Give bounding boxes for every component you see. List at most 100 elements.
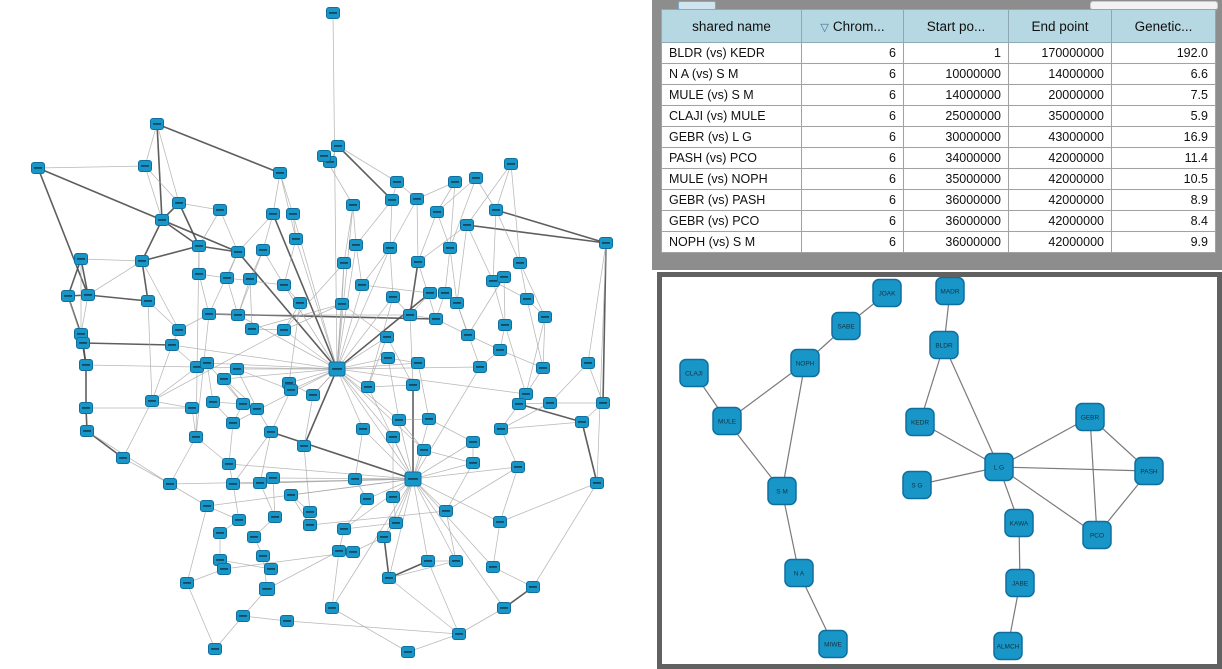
table-row[interactable]: CLAJI (vs) MULE 6 25000000 35000000 5.9 (661, 105, 1216, 127)
selected-network-canvas[interactable]: JOAK MADR SABE BLDR NOPH CLAJI MULE KEDR GEBR L G… (662, 277, 1217, 664)
network-edge (412, 366, 481, 480)
network-edge (412, 478, 501, 523)
network-edge (331, 550, 340, 609)
table-row[interactable]: GEBR (vs) PASH 6 36000000 42000000 8.9 (661, 189, 1216, 211)
network-edge (500, 421, 583, 430)
table-row[interactable]: GEBR (vs) L G 6 30000000 43000000 16.9 (661, 126, 1216, 148)
table-row[interactable]: MULE (vs) S M 6 14000000 20000000 7.5 (661, 84, 1216, 106)
network-edge (383, 536, 390, 579)
column-header-genetic[interactable]: Genetic... (1111, 9, 1216, 43)
column-header-chromosome[interactable]: ▽ Chrom... (801, 9, 904, 43)
column-label: End point (1031, 18, 1089, 34)
network-node-JOAK[interactable] (872, 278, 902, 308)
column-label: Chrom... (832, 18, 885, 34)
table-cell: GEBR (vs) PCO (661, 210, 802, 232)
table-row[interactable]: NOPH (vs) S M 6 36000000 42000000 9.9 (661, 231, 1216, 253)
table-row[interactable]: MULE (vs) NOPH 6 35000000 42000000 10.5 (661, 168, 1216, 190)
node-label: MIWE (824, 642, 842, 649)
network-node-S-M[interactable] (767, 476, 797, 506)
node-label-smudge (140, 165, 150, 167)
table-cell: 7.5 (1111, 84, 1216, 106)
network-edge (581, 421, 598, 484)
network-edge (518, 403, 583, 423)
network-edge (416, 198, 419, 263)
node-label-smudge (419, 449, 429, 451)
network-view-selected[interactable]: JOAK MADR SABE BLDR NOPH CLAJI MULE KEDR GEBR L G… (657, 272, 1222, 669)
network-edge (283, 238, 297, 286)
table-cell: 43000000 (1008, 126, 1112, 148)
network-node-JABE[interactable] (1005, 568, 1035, 598)
network-edge (303, 445, 311, 513)
network-node-SABE[interactable] (831, 311, 861, 341)
node-label-smudge (499, 607, 509, 609)
main-network-canvas[interactable] (0, 0, 655, 669)
node-label-smudge (488, 566, 498, 568)
node-label-smudge (266, 431, 276, 433)
node-label-smudge (440, 292, 450, 294)
node-label-smudge (388, 496, 398, 498)
table-cell: 14000000 (903, 84, 1009, 106)
network-edge (412, 441, 474, 480)
network-node-N-A[interactable] (784, 558, 814, 588)
network-node-ALMCH[interactable] (993, 631, 1023, 661)
node-label-smudge (452, 302, 462, 304)
network-edge (427, 560, 460, 635)
network-edge (352, 204, 357, 246)
network-node-KEDR[interactable] (905, 407, 935, 437)
network-node-PASH[interactable] (1134, 456, 1164, 486)
network-node-CLAJI[interactable] (679, 358, 709, 388)
network-edge (337, 145, 393, 201)
table-row[interactable]: N A (vs) S M 6 10000000 14000000 6.6 (661, 63, 1216, 85)
network-edge (449, 177, 477, 249)
network-edge (336, 368, 527, 395)
table-row[interactable]: GEBR (vs) PCO 6 36000000 42000000 8.4 (661, 210, 1216, 232)
node-label-smudge (279, 284, 289, 286)
table-cell: 192.0 (1111, 42, 1216, 64)
table-cell: 42000000 (1008, 210, 1112, 232)
filter-icon[interactable]: ▽ (820, 21, 829, 34)
node-label-smudge (157, 219, 167, 221)
table-cell: 36000000 (903, 231, 1009, 253)
network-node-MIWE[interactable] (818, 629, 848, 659)
network-node-GEBR[interactable] (1075, 402, 1105, 432)
network-edge (286, 620, 460, 635)
node-label-smudge (245, 278, 255, 280)
network-edge (412, 478, 457, 562)
node-label-smudge (538, 367, 548, 369)
network-edge (445, 462, 474, 512)
network-edge (82, 342, 173, 346)
network-edge (270, 431, 414, 480)
network-edge (587, 242, 607, 364)
node-label-smudge (215, 532, 225, 534)
network-edge (169, 436, 197, 485)
network-edge (223, 551, 354, 570)
network-node-L-G[interactable] (984, 452, 1014, 482)
network-node-PCO[interactable] (1082, 520, 1112, 550)
node-label-smudge (288, 213, 298, 215)
network-node-S-G[interactable] (902, 470, 932, 500)
network-node-NOPH[interactable] (790, 348, 820, 378)
network-edge (943, 344, 1000, 468)
network-edge (144, 123, 158, 167)
network-node-MADR[interactable] (935, 277, 965, 306)
table-row[interactable]: PASH (vs) PCO 6 34000000 42000000 11.4 (661, 147, 1216, 169)
network-node-BLDR[interactable] (929, 330, 959, 360)
node-label-smudge (182, 582, 192, 584)
network-edge (144, 165, 163, 221)
column-label: shared name (692, 18, 771, 34)
node-label-smudge (496, 428, 506, 430)
network-view-main[interactable] (0, 0, 655, 669)
column-header-shared-name[interactable]: shared name (661, 9, 802, 43)
network-edge (436, 177, 477, 213)
column-header-start-position[interactable]: Start po... (903, 9, 1009, 43)
network-edge (525, 316, 546, 395)
table-row[interactable]: BLDR (vs) KEDR 6 1 170000000 192.0 (661, 42, 1216, 64)
node-label-smudge (191, 436, 201, 438)
network-node-MULE[interactable] (712, 406, 742, 436)
network-edge (526, 298, 544, 369)
node-label-smudge (202, 362, 212, 364)
node-label-smudge (339, 262, 349, 264)
node-label-smudge (275, 172, 285, 174)
network-node-KAWA[interactable] (1004, 508, 1034, 538)
column-header-end-point[interactable]: End point (1008, 9, 1112, 43)
